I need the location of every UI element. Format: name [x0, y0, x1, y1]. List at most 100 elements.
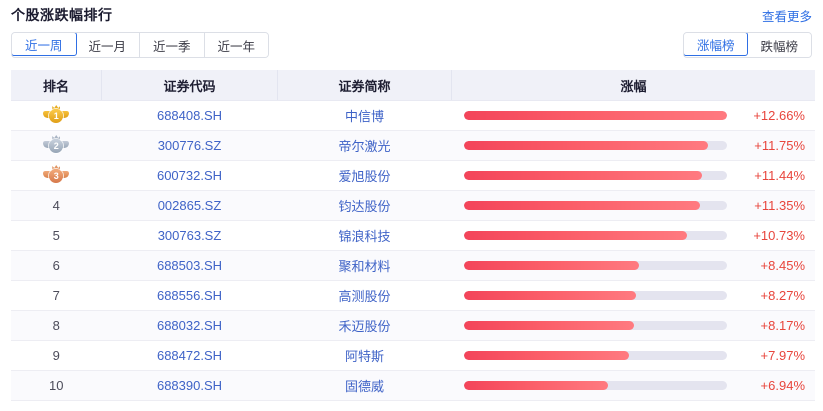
change-value: +8.17%	[760, 318, 805, 333]
security-name-link[interactable]: 帝尔激光	[338, 139, 391, 154]
security-name-link[interactable]: 阿特斯	[344, 349, 384, 364]
page-header: 个股涨跌幅排行 查看更多	[0, 0, 823, 28]
cell-rank: 1	[11, 100, 102, 131]
cell-rank: 2	[11, 130, 102, 161]
change-bar-track	[463, 171, 727, 180]
change-bar-wrapper: +7.97%	[452, 341, 816, 370]
change-bar-wrapper: +8.27%	[452, 281, 816, 310]
change-value: +11.75%	[754, 138, 805, 153]
rank-number: 8	[52, 318, 60, 333]
cell-rank: 5	[11, 220, 102, 251]
rank-number: 9	[52, 348, 60, 363]
change-bar-wrapper: +12.66%	[452, 101, 816, 130]
ranking-table: 排名 证券代码 证券简称 涨幅 1 688408.SH 中信博 +12.66% 2 300…	[11, 70, 815, 401]
security-name-link[interactable]: 固德威	[344, 379, 384, 394]
cell-security-name[interactable]: 禾迈股份	[277, 310, 452, 341]
change-bar-wrapper: +6.94%	[452, 371, 816, 400]
cell-rank: 8	[11, 310, 102, 341]
cell-security-code[interactable]: 688390.SH	[101, 370, 278, 401]
security-code-link[interactable]: 688408.SH	[156, 108, 223, 123]
table-row[interactable]: 6 688503.SH 聚和材料 +8.45%	[11, 250, 816, 281]
change-bar-track	[463, 111, 727, 120]
cell-security-name[interactable]: 固德威	[277, 370, 452, 401]
table-row[interactable]: 10 688390.SH 固德威 +6.94%	[11, 370, 816, 401]
table-row[interactable]: 4 002865.SZ 钧达股份 +11.35%	[11, 190, 816, 221]
table-header: 排名 证券代码 证券简称 涨幅	[11, 70, 815, 101]
security-name-link[interactable]: 锦浪科技	[338, 229, 391, 244]
cell-security-code[interactable]: 688472.SH	[101, 340, 278, 371]
tab-period-2[interactable]: 近一季	[140, 33, 205, 57]
cell-change: +8.17%	[451, 310, 816, 341]
tab-period-3[interactable]: 近一年	[204, 33, 269, 57]
security-name-link[interactable]: 禾迈股份	[338, 319, 391, 334]
cell-security-name[interactable]: 聚和材料	[277, 250, 452, 281]
security-code-link[interactable]: 002865.SZ	[157, 198, 222, 213]
change-bar-track	[463, 201, 727, 210]
cell-security-code[interactable]: 300763.SZ	[101, 220, 278, 251]
security-name-link[interactable]: 中信博	[344, 109, 384, 124]
view-more-link[interactable]: 查看更多	[761, 10, 812, 24]
cell-security-code[interactable]: 300776.SZ	[101, 130, 278, 161]
cell-security-code[interactable]: 688503.SH	[101, 250, 278, 281]
cell-security-name[interactable]: 爱旭股份	[277, 160, 452, 191]
cell-security-name[interactable]: 中信博	[277, 100, 452, 131]
change-bar-wrapper: +11.35%	[452, 191, 816, 220]
medal-silver-icon: 2	[43, 135, 70, 156]
tab-direction-0[interactable]: 涨幅榜	[683, 33, 749, 56]
table-row[interactable]: 7 688556.SH 高测股份 +8.27%	[11, 280, 816, 311]
security-code-link[interactable]: 300776.SZ	[157, 138, 222, 153]
security-code-link[interactable]: 688556.SH	[156, 288, 223, 303]
cell-security-name[interactable]: 锦浪科技	[277, 220, 452, 251]
cell-security-code[interactable]: 688556.SH	[101, 280, 278, 311]
security-name-link[interactable]: 高测股份	[338, 289, 391, 304]
security-code-link[interactable]: 300763.SZ	[157, 228, 222, 243]
security-name-link[interactable]: 聚和材料	[338, 259, 391, 274]
period-tab-group[interactable]: 近一周 近一月 近一季 近一年	[11, 32, 270, 58]
cell-security-code[interactable]: 600732.SH	[101, 160, 278, 191]
cell-change: +10.73%	[451, 220, 816, 251]
change-value: +8.45%	[760, 258, 805, 273]
rank-number: 5	[52, 228, 60, 243]
change-bar-wrapper: +8.45%	[452, 251, 816, 280]
security-name-link[interactable]: 爱旭股份	[338, 169, 391, 184]
cell-security-code[interactable]: 002865.SZ	[101, 190, 278, 221]
table-row[interactable]: 2 300776.SZ 帝尔激光 +11.75%	[11, 130, 816, 161]
cell-change: +7.97%	[451, 340, 816, 371]
security-code-link[interactable]: 688390.SH	[156, 378, 223, 393]
table-row[interactable]: 9 688472.SH 阿特斯 +7.97%	[11, 340, 816, 371]
cell-rank: 3	[11, 160, 102, 191]
change-bar-track	[463, 141, 727, 150]
cell-change: +8.45%	[451, 250, 816, 281]
security-code-link[interactable]: 688503.SH	[156, 258, 223, 273]
change-value: +11.44%	[754, 168, 805, 183]
table-row[interactable]: 8 688032.SH 禾迈股份 +8.17%	[11, 310, 816, 341]
security-code-link[interactable]: 688472.SH	[156, 348, 223, 363]
cell-rank: 7	[11, 280, 102, 311]
cell-security-code[interactable]: 688408.SH	[101, 100, 278, 131]
cell-security-code[interactable]: 688032.SH	[101, 310, 278, 341]
table-row[interactable]: 1 688408.SH 中信博 +12.66%	[11, 100, 816, 131]
change-bar-track	[463, 381, 727, 390]
tab-period-1[interactable]: 近一月	[75, 33, 141, 57]
filter-tab-row: 近一周 近一月 近一季 近一年 涨幅榜 跌幅榜	[0, 28, 823, 66]
change-bar-wrapper: +10.73%	[452, 221, 816, 250]
security-code-link[interactable]: 688032.SH	[156, 318, 223, 333]
rank-number: 3	[49, 169, 64, 183]
tab-direction-1[interactable]: 跌幅榜	[747, 33, 811, 57]
change-bar-fill	[463, 201, 700, 210]
security-name-link[interactable]: 钧达股份	[338, 199, 391, 214]
change-bar-wrapper: +11.75%	[452, 131, 816, 160]
cell-security-name[interactable]: 阿特斯	[277, 340, 452, 371]
cell-security-name[interactable]: 帝尔激光	[277, 130, 452, 161]
tab-period-0[interactable]: 近一周	[12, 33, 77, 56]
table-body: 1 688408.SH 中信博 +12.66% 2 300776.SZ 帝尔激光 +11.75…	[11, 100, 816, 401]
cell-security-name[interactable]: 钧达股份	[277, 190, 452, 221]
change-bar-track	[463, 321, 727, 330]
table-row[interactable]: 5 300763.SZ 锦浪科技 +10.73%	[11, 220, 816, 251]
cell-security-name[interactable]: 高测股份	[277, 280, 452, 311]
change-bar-track	[463, 351, 727, 360]
change-bar-wrapper: +8.17%	[452, 311, 816, 340]
security-code-link[interactable]: 600732.SH	[156, 168, 223, 183]
direction-tab-group[interactable]: 涨幅榜 跌幅榜	[682, 32, 812, 58]
table-row[interactable]: 3 600732.SH 爱旭股份 +11.44%	[11, 160, 815, 191]
